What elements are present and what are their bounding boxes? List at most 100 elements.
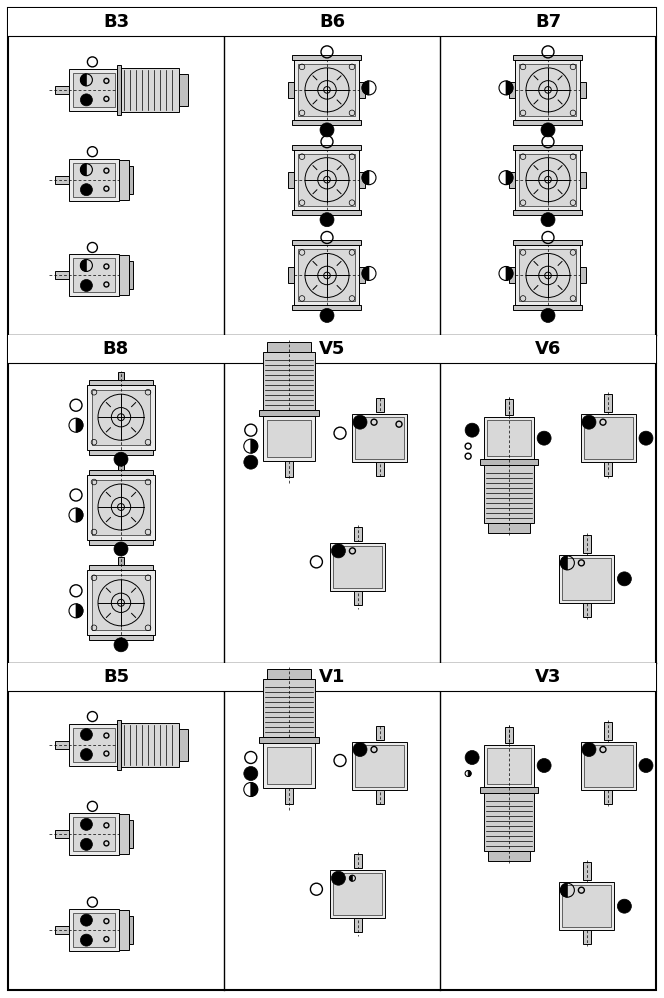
Bar [559, 555, 614, 603]
Bar [55, 86, 70, 94]
Bar [70, 813, 120, 855]
Circle shape [353, 743, 367, 756]
Bar [120, 723, 179, 766]
Bar [129, 916, 133, 944]
Wedge shape [506, 81, 513, 95]
Bar [285, 788, 293, 804]
Bar [331, 543, 385, 591]
Wedge shape [80, 74, 86, 86]
Bar [513, 120, 582, 125]
Text: V6: V6 [535, 340, 561, 358]
Bar [55, 926, 70, 934]
Bar [8, 335, 224, 363]
Bar [118, 545, 124, 553]
Bar [224, 8, 440, 36]
Bar [74, 913, 116, 947]
Bar [562, 558, 612, 600]
Bar [129, 820, 133, 848]
Bar [299, 250, 355, 301]
Bar [285, 461, 293, 477]
Bar [74, 163, 116, 197]
Bar [267, 420, 311, 457]
Circle shape [618, 572, 631, 586]
Circle shape [320, 123, 334, 137]
Circle shape [537, 758, 551, 772]
Bar [505, 399, 513, 415]
Circle shape [80, 838, 92, 850]
Bar [352, 414, 407, 462]
Circle shape [618, 899, 631, 913]
Bar [74, 817, 116, 851]
Bar [359, 172, 365, 188]
Wedge shape [76, 418, 83, 432]
Bar [584, 417, 633, 459]
Bar [484, 745, 534, 786]
Bar [70, 69, 120, 111]
Bar [288, 172, 295, 188]
Bar [583, 603, 591, 617]
Wedge shape [362, 81, 369, 95]
Bar [263, 679, 315, 737]
Bar [288, 267, 295, 283]
Text: V3: V3 [535, 668, 561, 686]
Bar [583, 862, 591, 880]
Bar [74, 258, 116, 292]
Bar [87, 570, 155, 636]
Bar [299, 154, 355, 206]
Bar [118, 371, 124, 379]
Bar [224, 663, 440, 691]
Circle shape [320, 308, 334, 322]
Bar [509, 172, 515, 188]
Bar [293, 305, 361, 310]
Bar [267, 747, 311, 784]
Bar [359, 267, 365, 283]
Circle shape [80, 279, 92, 291]
Bar [604, 789, 612, 803]
Text: B6: B6 [319, 13, 345, 31]
Text: V5: V5 [319, 340, 345, 358]
Bar [354, 918, 362, 932]
Bar [293, 145, 361, 150]
Circle shape [80, 934, 92, 946]
Circle shape [80, 729, 92, 741]
Circle shape [639, 758, 653, 772]
Bar [92, 479, 150, 535]
Bar [295, 60, 359, 120]
Bar [376, 398, 384, 412]
Bar [584, 745, 633, 786]
Wedge shape [251, 439, 258, 453]
Bar [562, 885, 612, 927]
Bar [118, 455, 124, 463]
Bar [259, 409, 319, 415]
Bar [509, 267, 515, 283]
Bar [519, 154, 576, 206]
Bar [513, 55, 582, 60]
Wedge shape [506, 171, 513, 185]
Bar [513, 241, 582, 246]
Circle shape [582, 415, 596, 429]
Bar [293, 120, 361, 125]
Bar [89, 565, 153, 570]
Circle shape [331, 871, 345, 885]
Bar [484, 465, 534, 523]
Circle shape [114, 542, 128, 556]
Bar [224, 335, 440, 363]
Bar [293, 241, 361, 246]
Bar [129, 261, 133, 289]
Bar [581, 414, 636, 462]
Bar [583, 535, 591, 553]
Bar [299, 64, 355, 116]
Bar [580, 172, 586, 188]
Wedge shape [251, 782, 258, 796]
Circle shape [465, 750, 479, 764]
Bar [92, 389, 150, 445]
Bar [487, 420, 531, 456]
Wedge shape [80, 259, 86, 271]
Bar [92, 575, 150, 631]
Bar [333, 873, 382, 915]
Wedge shape [362, 171, 369, 185]
Bar [89, 450, 153, 455]
Bar [8, 663, 224, 691]
Circle shape [465, 423, 479, 437]
Bar [87, 384, 155, 450]
